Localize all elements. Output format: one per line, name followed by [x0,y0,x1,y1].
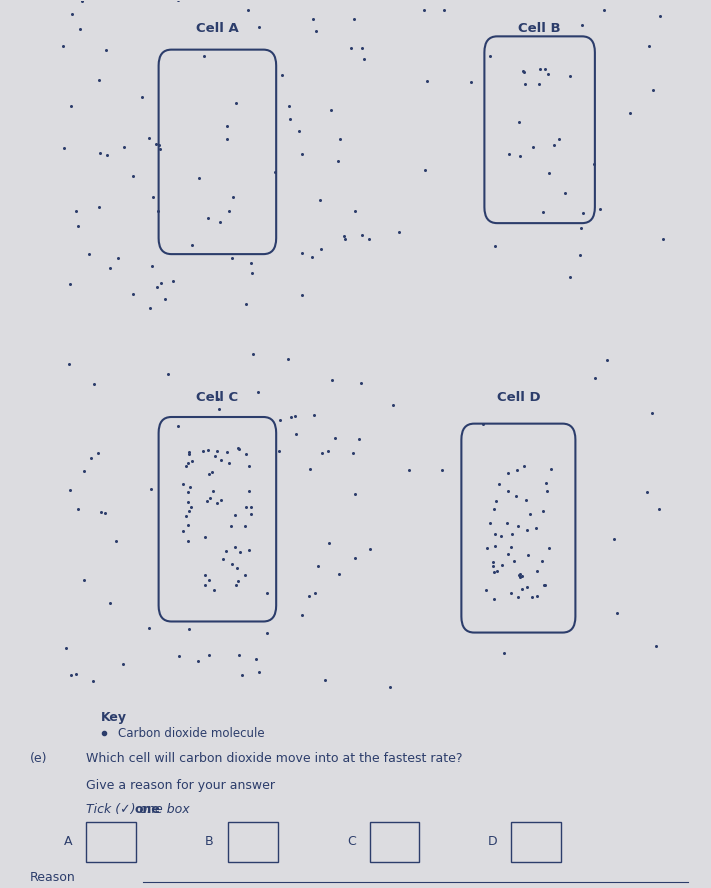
Text: B: B [205,836,214,848]
Text: Carbon dioxide molecule: Carbon dioxide molecule [118,727,265,740]
Text: one: one [134,804,161,816]
Text: (e): (e) [30,752,47,765]
Text: Cell A: Cell A [196,22,239,35]
Text: Cell C: Cell C [196,392,238,404]
Text: C: C [347,836,356,848]
Text: Which cell will carbon dioxide move into at the fastest rate?: Which cell will carbon dioxide move into… [86,752,463,765]
Text: Cell D: Cell D [496,392,540,404]
Text: A: A [64,836,73,848]
Text: Key: Key [100,711,127,725]
Text: D: D [488,836,497,848]
Text: Reason: Reason [30,871,75,884]
Text: Cell B: Cell B [518,22,561,35]
Text: Give a reason for your answer: Give a reason for your answer [86,779,275,791]
Text: Tick (✓) one box: Tick (✓) one box [86,804,190,816]
